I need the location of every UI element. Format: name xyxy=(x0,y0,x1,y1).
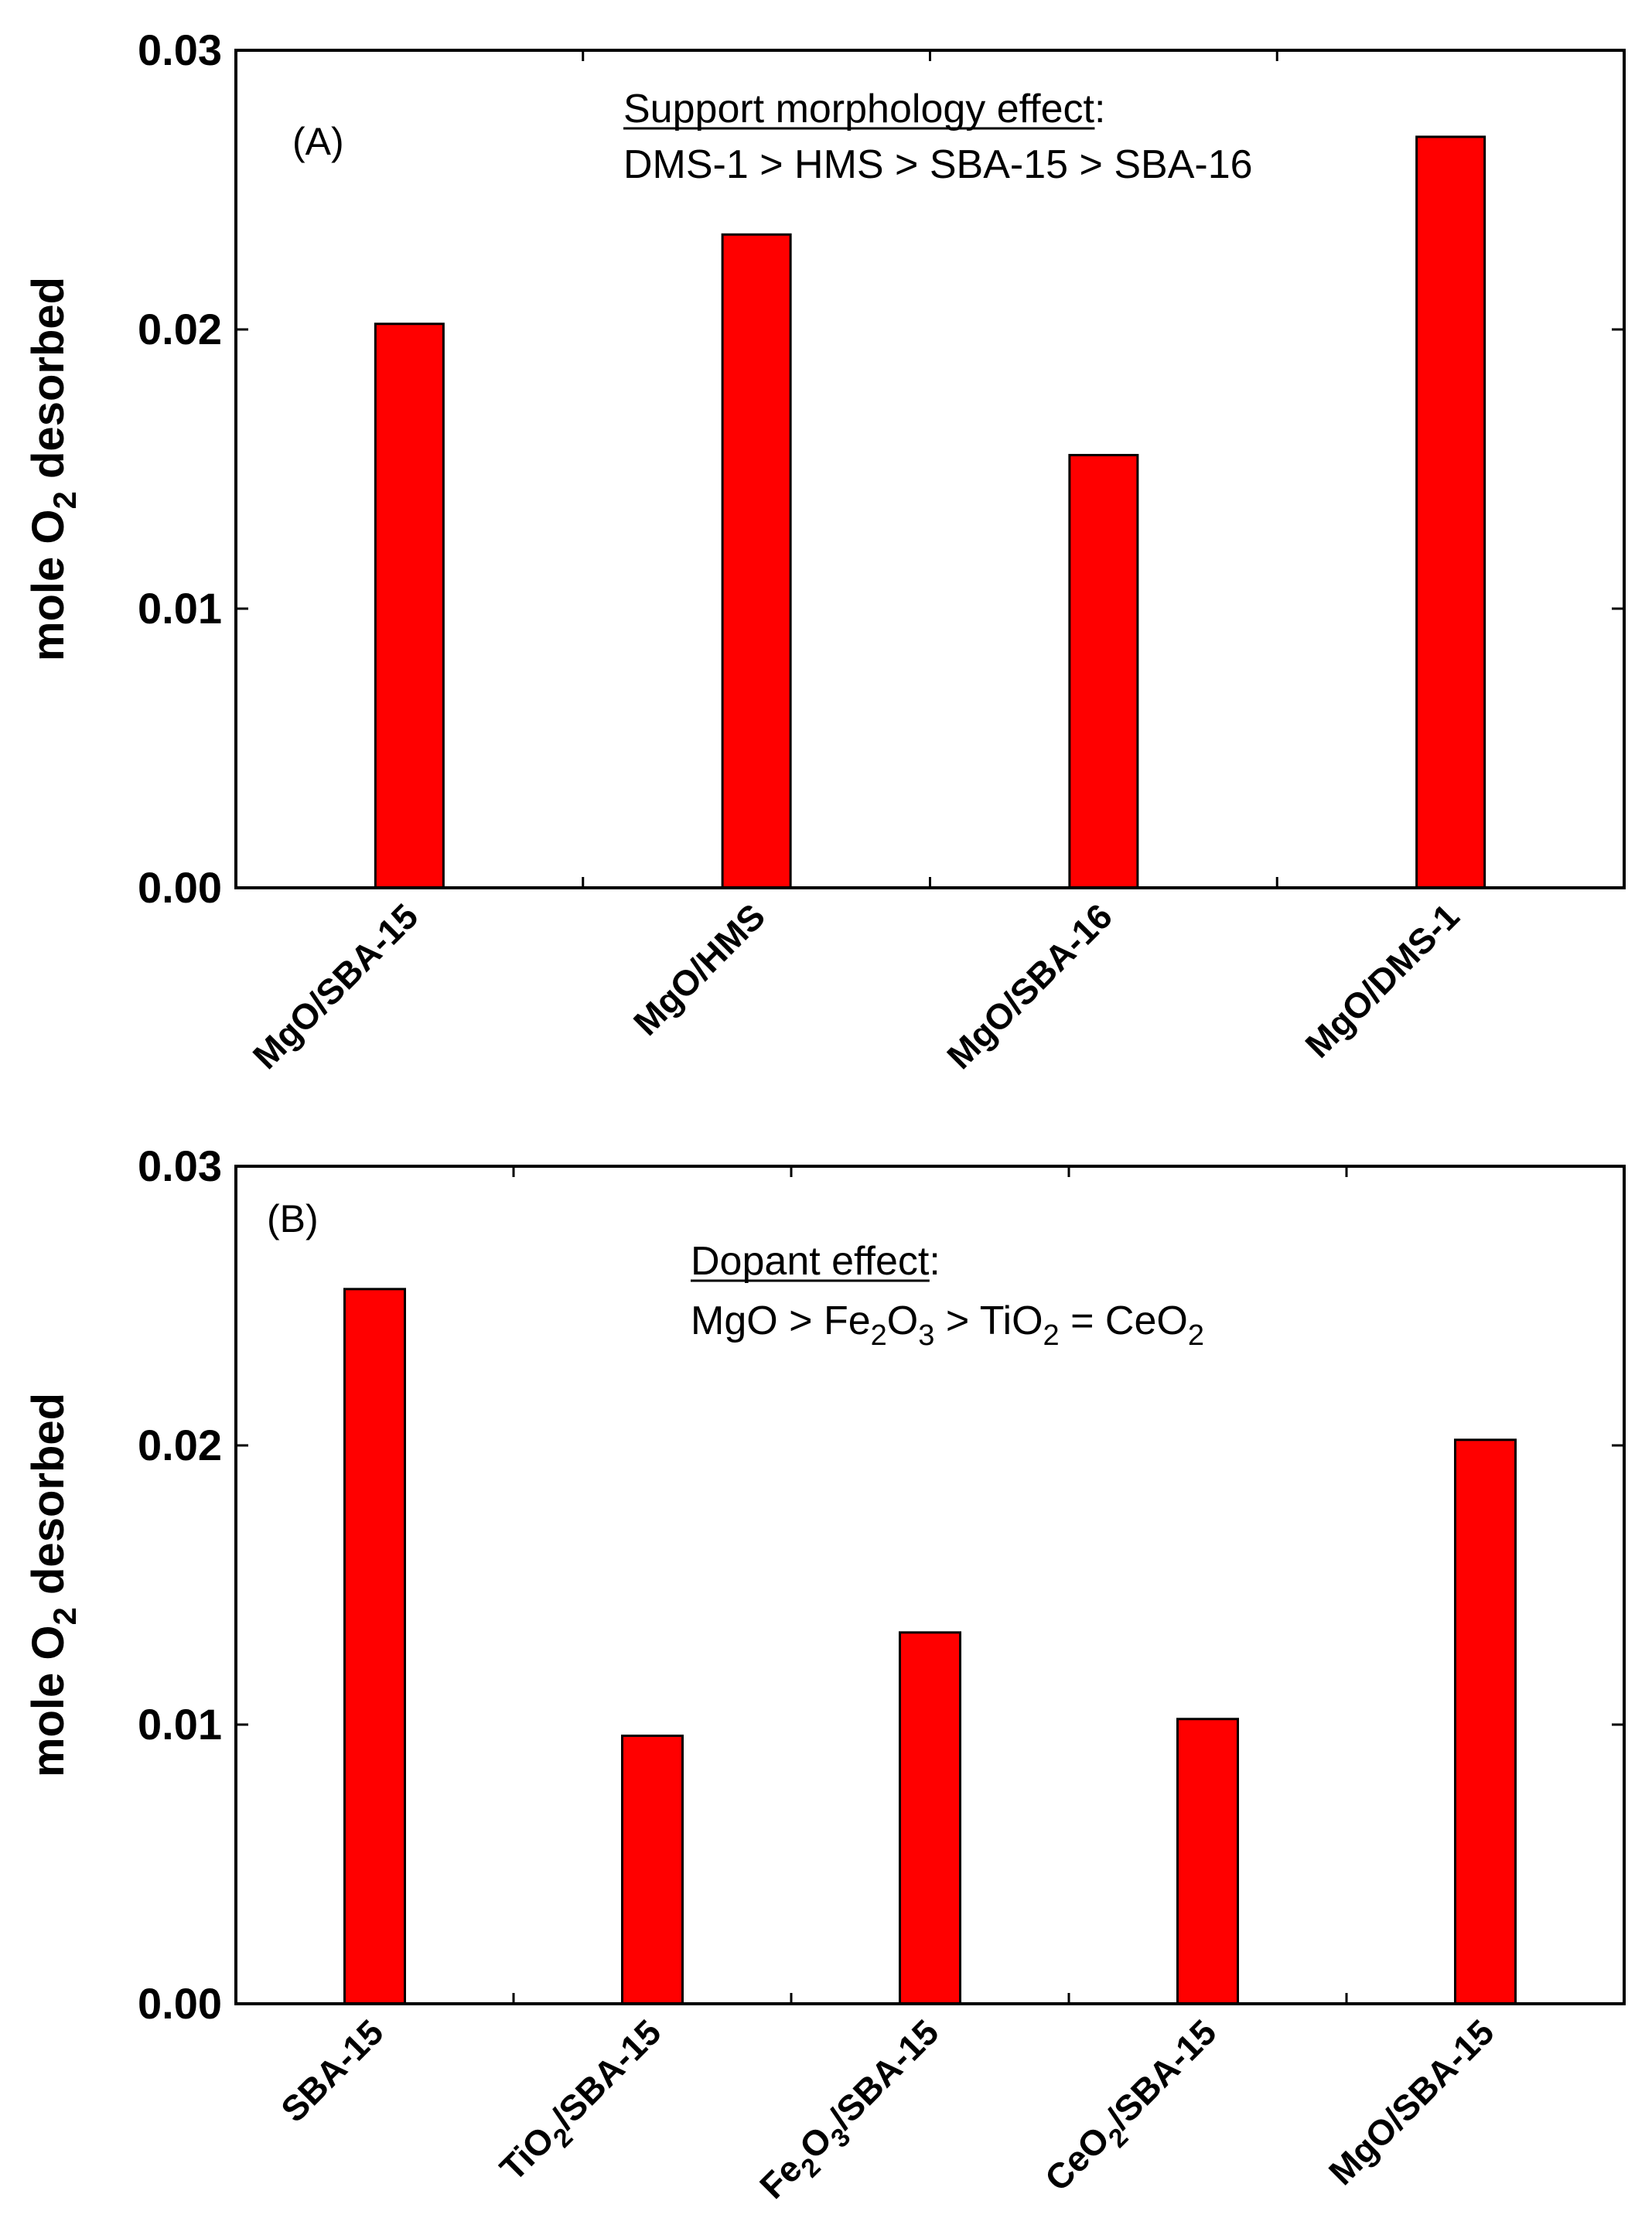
bar xyxy=(899,1631,961,2005)
y-tick-label: 0.00 xyxy=(138,863,222,912)
y-tick-label: 0.01 xyxy=(138,584,222,633)
annotation-line: MgO > Fe2O3 > TiO2 = CeO2 xyxy=(691,1298,1204,1352)
panel-tag: (B) xyxy=(267,1197,319,1240)
chart-panel-a: 0.00 0.01 0.02 0.03 MgO/SBA-15 MgO/HMS MgO/SBA… xyxy=(23,26,1626,1077)
y-tick-label: 0.02 xyxy=(138,1421,222,1469)
x-category-label: MgO/SBA-16 xyxy=(939,896,1120,1077)
y-axis-label: mole O2 desorbed xyxy=(23,277,83,661)
y-tick-label: 0.03 xyxy=(138,1141,222,1190)
bar xyxy=(621,1734,684,2005)
panel-tag: (A) xyxy=(292,120,344,163)
y-tick-label: 0.02 xyxy=(138,305,222,353)
x-category-label: MgO/HMS xyxy=(626,896,773,1042)
bar xyxy=(1454,1438,1517,2005)
bar xyxy=(721,233,792,889)
bar xyxy=(343,1288,406,2005)
x-category-label: Fe2O3/SBA-15 xyxy=(752,2012,953,2213)
y-axis-label: mole O2 desorbed xyxy=(23,1393,83,1777)
chart-panel-b: 0.00 0.01 0.02 0.03 SBA-15 TiO2/SBA-15 Fe2O3/S… xyxy=(23,1141,1626,2213)
bar xyxy=(1176,1718,1239,2005)
y-tick-label: 0.00 xyxy=(138,1979,222,2028)
x-category-label: SBA-15 xyxy=(273,2012,391,2129)
bar xyxy=(374,322,445,889)
plot-frame xyxy=(234,49,1626,889)
x-category-label: TiO2/SBA-15 xyxy=(492,2012,675,2195)
y-tick-label: 0.01 xyxy=(138,1700,222,1749)
x-category-label: CeO2/SBA-15 xyxy=(1037,2012,1230,2205)
x-category-label: MgO/DMS-1 xyxy=(1297,896,1466,1065)
annotation-title: Support morphology effect: xyxy=(623,87,1105,131)
x-category-label: MgO/SBA-15 xyxy=(1321,2012,1502,2192)
annotation-line: DMS-1 > HMS > SBA-15 > SBA-16 xyxy=(623,142,1253,187)
bar xyxy=(1068,453,1139,889)
x-category-label: MgO/SBA-15 xyxy=(245,896,426,1077)
plot-frame xyxy=(234,1165,1626,2005)
annotation-title: Dopant effect: xyxy=(691,1239,940,1284)
y-tick-label: 0.03 xyxy=(138,26,222,74)
bar xyxy=(1415,135,1486,889)
